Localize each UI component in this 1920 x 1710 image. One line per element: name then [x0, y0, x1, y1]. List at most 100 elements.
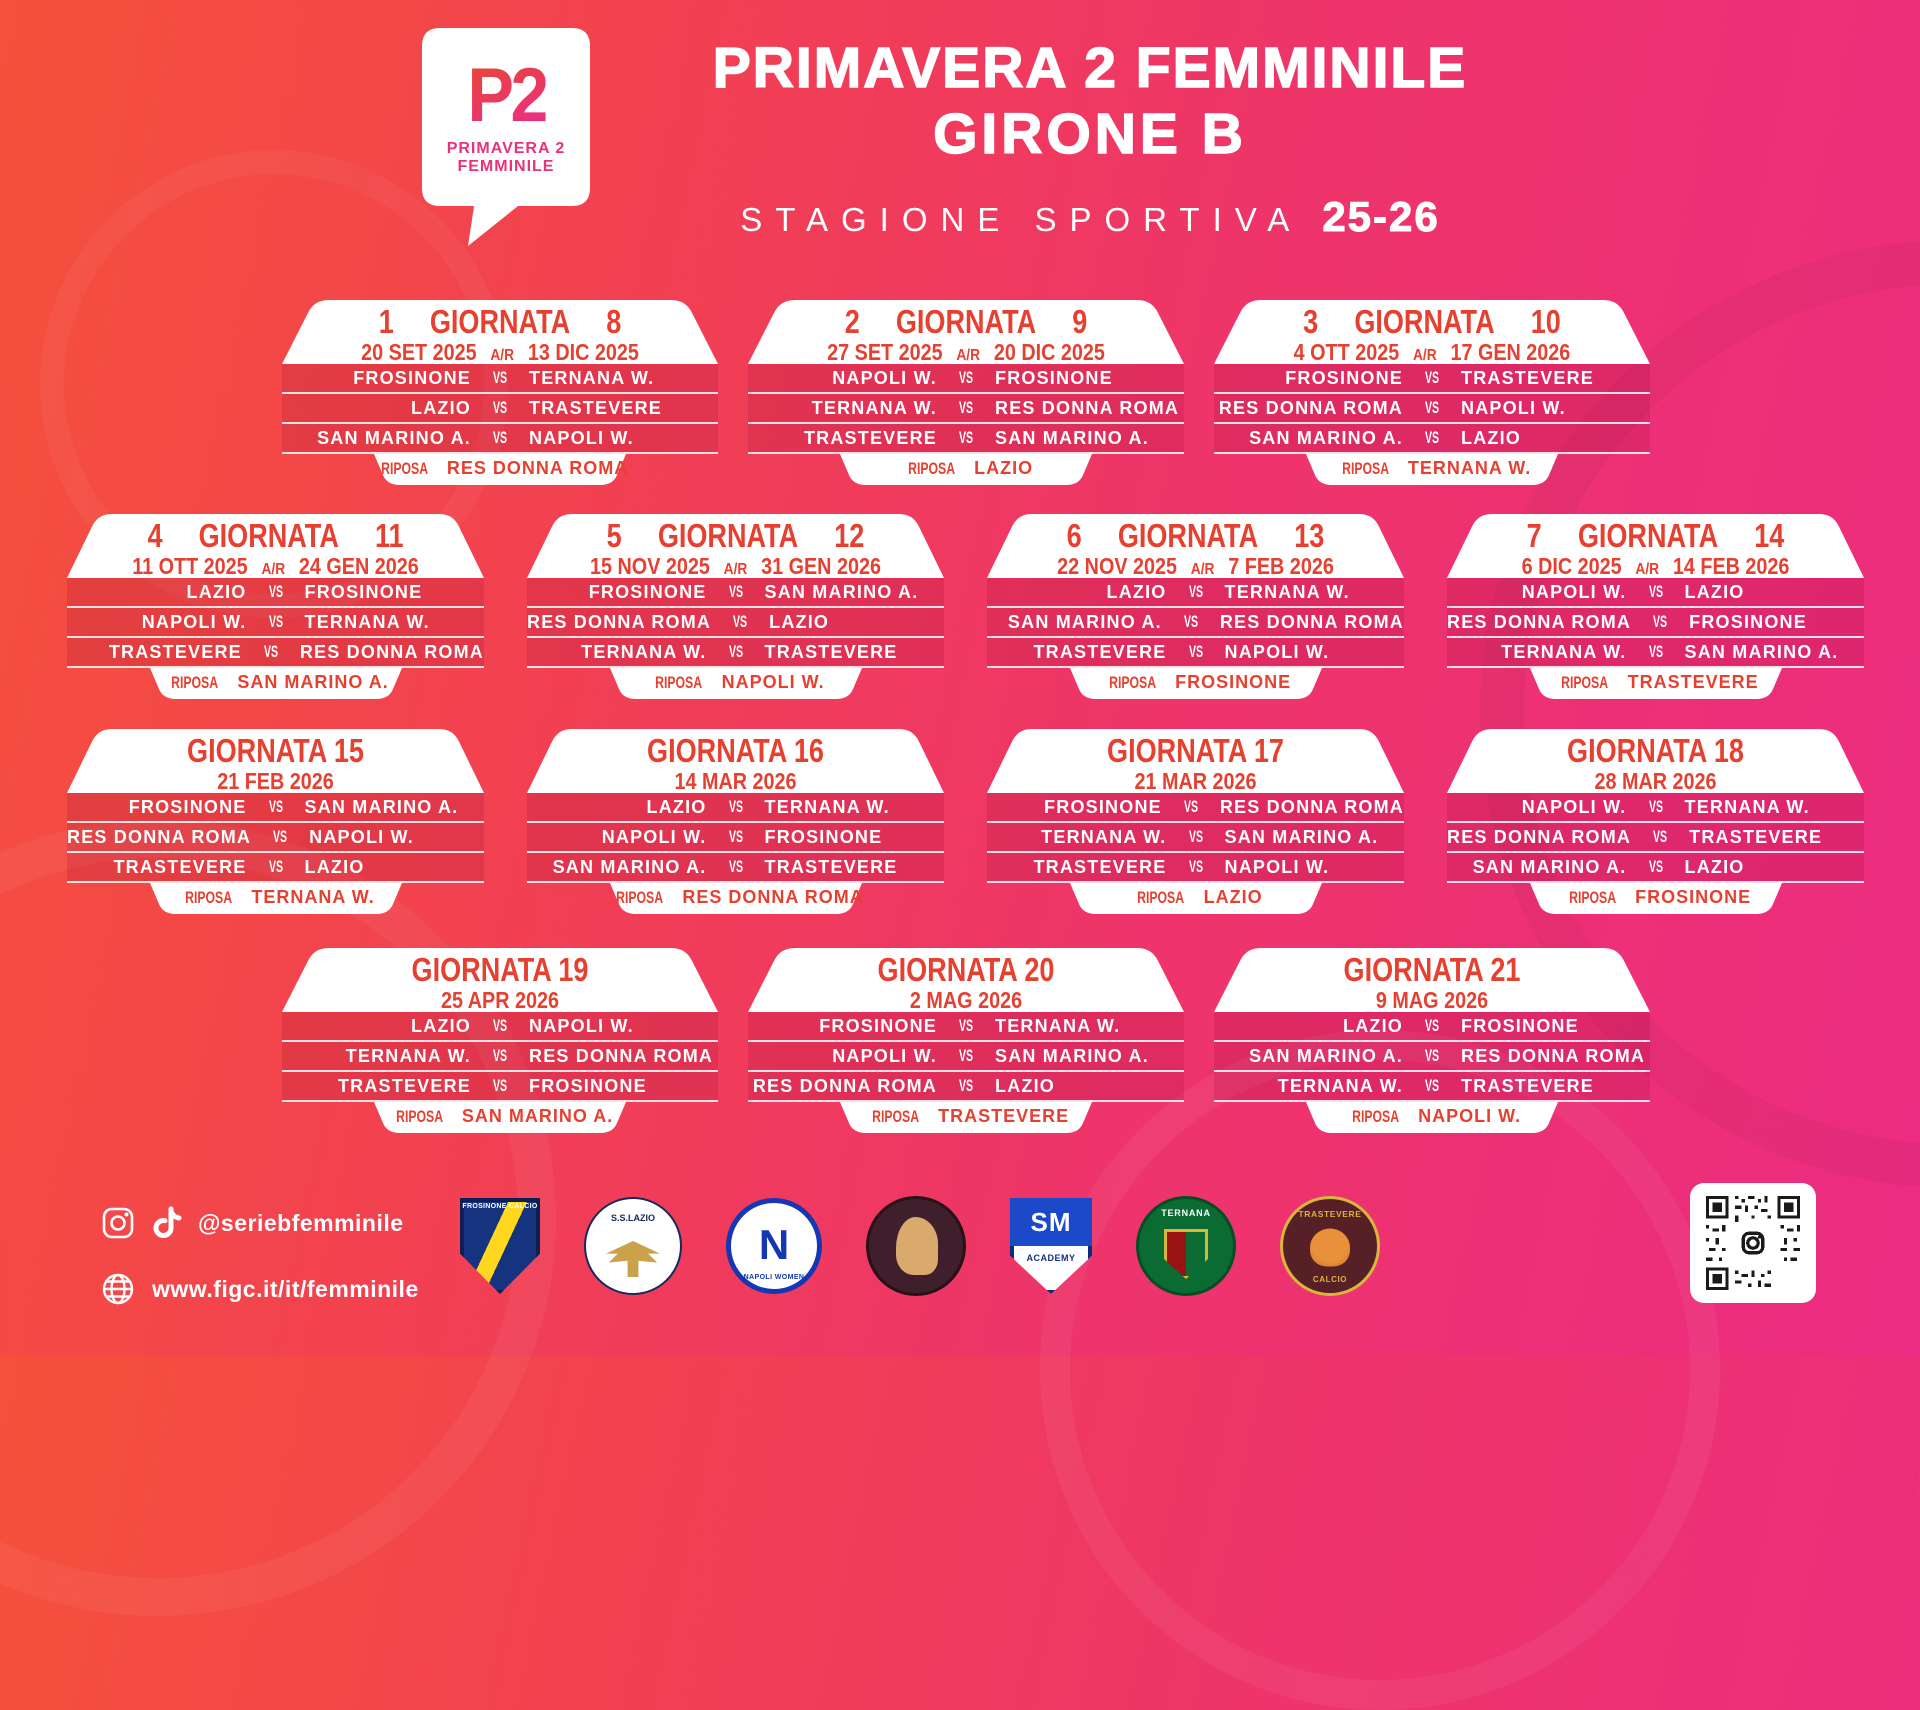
instagram-icon	[102, 1207, 134, 1239]
match-home-team: RES DONNA ROMA	[1218, 397, 1403, 418]
match-row: SAN MARINO A. VS LAZIO	[1447, 851, 1864, 881]
date-andata: 11 OTT 2025	[132, 553, 248, 579]
giornata-card-header: GIORNATA 15 21 FEB 2026 A/R	[67, 729, 484, 794]
card-header-shape	[748, 300, 1184, 364]
match-row: LAZIO VS NAPOLI W.	[282, 1012, 718, 1040]
badge-brand-line2: FEMMINILE	[457, 158, 555, 175]
match-row: LAZIO VS TERNANA W.	[987, 578, 1404, 606]
match-away-team: LAZIO	[1684, 856, 1745, 877]
date-ritorno: 24 GEN 2026	[298, 553, 419, 579]
match-list: FROSINONE VS SAN MARINO A. RES DONNA ROMA VS…	[67, 793, 484, 883]
giornata-title: GIORNATA 20	[787, 951, 1145, 989]
match-list: FROSINONE VS RES DONNA ROMA TERNANA W. VS SAN…	[987, 793, 1404, 883]
giornata-name: GIORNATA 15	[187, 732, 364, 769]
giornata-number-ritorno: 10	[1530, 303, 1561, 340]
match-home-team: TERNANA W.	[581, 641, 707, 662]
riposa-tab: RIPOSA LAZIO	[1069, 883, 1322, 916]
card-header-shape	[1447, 729, 1864, 793]
match-home-team: LAZIO	[411, 1015, 471, 1036]
date-andata: 25 APR 2026	[440, 987, 560, 1013]
match-row: TRASTEVERE VS NAPOLI W.	[987, 851, 1404, 881]
card-header-shape	[282, 300, 718, 364]
match-home-team: TRASTEVERE	[1033, 856, 1167, 877]
card-header-shape	[987, 514, 1404, 578]
vs-label: VS	[1648, 797, 1663, 816]
riposa-team: NAPOLI W.	[1418, 1106, 1522, 1126]
match-list: LAZIO VS FROSINONE SAN MARINO A. VS RES DONNA…	[1214, 1012, 1650, 1102]
match-away-team: TERNANA W.	[304, 611, 430, 632]
giornata-card: GIORNATA 17 21 MAR 2026 A/R FROSINONEVSR…	[987, 729, 1404, 916]
giornata-title: GIORNATA 21	[1253, 951, 1611, 989]
riposa-label: RIPOSA	[616, 887, 664, 907]
riposa-tab: RIPOSA FROSINONE	[1529, 883, 1782, 916]
card-header-shape	[527, 729, 944, 793]
giornata-row-2: 4 GIORNATA 11 11 OTT 2025 A/R 24 GEN 202…	[67, 514, 1864, 701]
badge-brand-line1: PRIMAVERA 2	[446, 139, 566, 157]
vs-label: VS	[1183, 797, 1198, 816]
match-row: TERNANA W. VS SAN MARINO A.	[987, 821, 1404, 851]
giornata-number-ritorno: 8	[606, 303, 622, 340]
match-home-team: RES DONNA ROMA	[67, 826, 252, 847]
vs-label: VS	[728, 827, 743, 846]
date-andata: 2 MAG 2026	[909, 987, 1023, 1013]
match-away-team: TRASTEVERE	[764, 856, 898, 877]
giornata-card: GIORNATA 20 2 MAG 2026 A/R FROSINONE VS TE…	[748, 948, 1184, 1135]
vs-label: VS	[1424, 368, 1440, 387]
giornata-title: 4 GIORNATA 11	[105, 517, 447, 555]
riposa-label: RIPOSA	[380, 458, 428, 478]
match-home-team: FROSINONE	[588, 581, 707, 602]
match-away-team: RES DONNA ROMA	[529, 1045, 714, 1066]
andata-ritorno-label: A/R	[261, 561, 286, 578]
riposa-tab-shape	[149, 668, 402, 699]
giornata-title: 5 GIORNATA 12	[565, 517, 907, 555]
match-away-team: SAN MARINO A.	[995, 1045, 1149, 1066]
smacademy-logo-letters: SM	[1010, 1198, 1092, 1246]
riposa-tab: RIPOSA LAZIO	[840, 454, 1092, 487]
giornata-name: GIORNATA	[429, 303, 571, 340]
match-away-team: FROSINONE	[1461, 1015, 1579, 1036]
date-andata: 27 SET 2025	[827, 339, 943, 365]
date-ritorno: 7 FEB 2026	[1228, 553, 1334, 579]
vs-label: VS	[958, 1046, 974, 1065]
match-row: LAZIO VS FROSINONE	[67, 578, 484, 606]
giornata-name: GIORNATA	[895, 303, 1037, 340]
vs-label: VS	[733, 612, 748, 631]
riposa-team: NAPOLI W.	[721, 672, 825, 692]
riposa-label: RIPOSA	[185, 887, 233, 907]
match-home-team: RES DONNA ROMA	[527, 611, 712, 632]
giornata-card: 5 GIORNATA 12 15 NOV 2025 A/R 31 GEN 202…	[527, 514, 944, 701]
website-url: www.figc.it/it/femminile	[152, 1275, 419, 1302]
giornata-number-ritorno: 14	[1754, 517, 1785, 554]
giornata-name: GIORNATA 17	[1107, 732, 1284, 769]
vs-label: VS	[492, 398, 508, 417]
riposa-tab: RIPOSA SAN MARINO A.	[149, 668, 402, 701]
riposa-label: RIPOSA	[908, 458, 955, 478]
match-home-team: TERNANA W.	[1501, 641, 1627, 662]
vs-label: VS	[958, 1076, 974, 1095]
match-home-team: TERNANA W.	[811, 397, 937, 418]
match-away-team: TERNANA W.	[995, 1015, 1121, 1036]
riposa-tab: RIPOSA RES DONNA ROMA	[609, 883, 863, 916]
vs-label: VS	[1648, 857, 1663, 876]
riposa-team: TERNANA W.	[251, 887, 375, 907]
vs-label: VS	[1424, 428, 1440, 447]
giornata-row-1: 1 GIORNATA 8 20 SET 2025 A/R 13 DIC 2025…	[282, 300, 1650, 487]
riposa-tab-shape	[1529, 883, 1782, 914]
lazio-logo-text: S.S.LAZIO	[610, 1213, 655, 1223]
match-away-team: TERNANA W.	[1684, 796, 1810, 817]
vs-label: VS	[268, 582, 283, 601]
match-row: SAN MARINO A. VS RES DONNA ROMA	[1214, 1040, 1650, 1070]
match-row: TERNANA W. VS TRASTEVERE	[527, 636, 944, 666]
riposa-team: TERNANA W.	[1407, 458, 1532, 478]
giornata-name: GIORNATA	[1354, 303, 1495, 340]
vs-label: VS	[268, 797, 283, 816]
napoli-logo-letter: N	[758, 1221, 790, 1268]
date-andata: 28 MAR 2026	[1594, 768, 1717, 794]
giornata-number-andata: 1	[378, 303, 394, 340]
riposa-tab-shape	[840, 1102, 1092, 1133]
match-home-team: TERNANA W.	[1277, 1075, 1403, 1096]
club-logo-napoli-women: N NAPOLI WOMEN	[726, 1198, 822, 1294]
match-row: NAPOLI W. VS TERNANA W.	[1447, 793, 1864, 821]
giornata-number-andata: 6	[1066, 517, 1082, 554]
match-list: LAZIO VS TERNANA W. NAPOLI W. VS FROSINONE SAN…	[527, 793, 944, 883]
